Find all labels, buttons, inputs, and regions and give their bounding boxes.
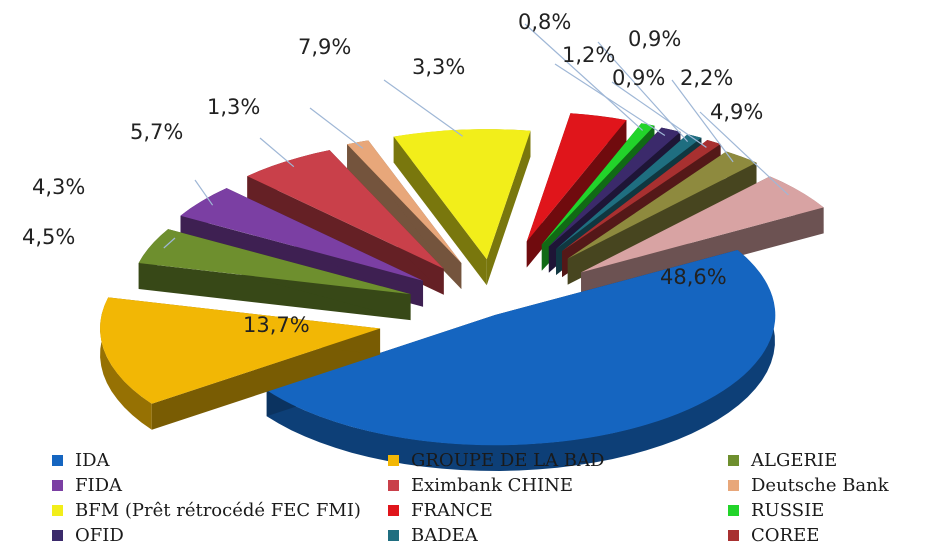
percentage-labels: 48,6% 13,7% 4,5% 4,3% 5,7% 1,3% 7,9% 3,3% 0,8% 1,… bbox=[22, 10, 763, 337]
leader-line bbox=[611, 81, 707, 148]
legend-swatch bbox=[52, 504, 63, 516]
slice-top bbox=[100, 297, 381, 404]
slice-algerie bbox=[138, 229, 411, 321]
slice-deutsche-bank bbox=[347, 140, 462, 289]
legend-swatch bbox=[388, 504, 399, 516]
legend-item: BFM (Prêt rétrocédé FEC FMI) bbox=[52, 498, 361, 522]
slice-bfm-pr-t-r-troc-d-fec-fmi- bbox=[393, 129, 531, 286]
percentage-label: 0,9% bbox=[628, 27, 681, 51]
legend-item: RUSSIE bbox=[728, 498, 824, 522]
slice-wall bbox=[393, 136, 487, 286]
legend-swatch bbox=[388, 529, 399, 541]
legend-item: GROUPE DE LA BAD bbox=[388, 448, 604, 472]
slice-top bbox=[556, 134, 702, 249]
percentage-label: 0,8% bbox=[518, 10, 571, 34]
slice-top bbox=[138, 229, 411, 295]
legend-swatch bbox=[728, 479, 739, 491]
legend-item: IDA bbox=[52, 448, 110, 472]
legend-item: OFID bbox=[52, 523, 124, 547]
percentage-label: 4,5% bbox=[22, 225, 75, 249]
legend-label: IDA bbox=[75, 449, 110, 471]
leader-line bbox=[671, 79, 734, 163]
percentage-label: 2,2% bbox=[680, 66, 733, 90]
slice-wall bbox=[347, 144, 462, 289]
slice-top bbox=[567, 151, 757, 259]
slice-wall bbox=[151, 328, 381, 430]
legend-swatch bbox=[52, 454, 63, 466]
slice-side bbox=[100, 297, 152, 430]
legend-swatch bbox=[52, 529, 63, 541]
leader-line bbox=[597, 41, 689, 143]
legend-item: Deutsche Bank bbox=[728, 473, 889, 497]
leader-line bbox=[699, 111, 789, 196]
leader-line bbox=[309, 107, 364, 149]
leader-line bbox=[524, 23, 644, 131]
legend-swatch bbox=[728, 504, 739, 516]
pie-slices bbox=[100, 113, 824, 471]
slice-top bbox=[180, 188, 424, 281]
legend-label: OFID bbox=[75, 524, 124, 546]
legend-swatch bbox=[388, 454, 399, 466]
slice-eximbank-chine bbox=[247, 150, 444, 295]
slice-top bbox=[266, 250, 776, 446]
legend-swatch bbox=[728, 529, 739, 541]
percentage-label: 4,9% bbox=[710, 100, 763, 124]
percentage-label: 7,9% bbox=[298, 35, 351, 59]
leader-line bbox=[194, 179, 214, 206]
percentage-label: 13,7% bbox=[243, 313, 310, 337]
legend-label: Deutsche Bank bbox=[751, 474, 889, 496]
percentage-label: 48,6% bbox=[660, 265, 727, 289]
legend-item: ALGERIE bbox=[728, 448, 837, 472]
slice-wall bbox=[486, 130, 531, 286]
legend-label: RUSSIE bbox=[751, 499, 825, 521]
legend-label: Eximbank CHINE bbox=[411, 474, 574, 496]
legend-label: BADEA bbox=[411, 524, 478, 546]
slice-groupe-de-la-bad bbox=[100, 297, 381, 430]
legend-swatch bbox=[728, 454, 739, 466]
slice-top bbox=[393, 129, 531, 260]
percentage-label: 1,3% bbox=[207, 95, 260, 119]
slice-wall bbox=[567, 162, 757, 285]
legend-item: FIDA bbox=[52, 473, 122, 497]
slice-top bbox=[548, 127, 681, 247]
legend-swatch bbox=[388, 479, 399, 491]
label-leader-lines bbox=[163, 23, 789, 249]
slice-wall bbox=[526, 120, 627, 268]
legend-item: COREE bbox=[728, 523, 819, 547]
slice-unlabeled-12 bbox=[567, 151, 757, 285]
slice-unlabeled-13 bbox=[581, 176, 824, 299]
legend-label: ALGERIE bbox=[751, 449, 838, 471]
leader-line bbox=[259, 137, 295, 168]
legend-label: GROUPE DE LA BAD bbox=[411, 449, 605, 471]
legend-label: FIDA bbox=[75, 474, 123, 496]
slice-top bbox=[562, 140, 721, 252]
legend-label: BFM (Prêt rétrocédé FEC FMI) bbox=[75, 499, 361, 521]
percentage-label: 1,2% bbox=[562, 43, 615, 67]
legend-swatch bbox=[52, 479, 63, 491]
leader-line bbox=[163, 237, 176, 249]
slice-top bbox=[247, 150, 444, 269]
slice-ida bbox=[266, 250, 776, 471]
percentage-label: 5,7% bbox=[130, 120, 183, 144]
slice-wall bbox=[581, 207, 824, 299]
slice-top bbox=[541, 123, 655, 245]
legend-item: FRANCE bbox=[388, 498, 493, 522]
percentage-label: 3,3% bbox=[412, 55, 465, 79]
legend: IDA GROUPE DE LA BAD ALGERIE FIDA Eximbank C… bbox=[0, 446, 928, 551]
slice-france bbox=[526, 113, 627, 268]
percentage-label: 0,9% bbox=[612, 66, 665, 90]
leader-line bbox=[383, 79, 463, 137]
legend-label: FRANCE bbox=[411, 499, 493, 521]
leader-line bbox=[554, 63, 666, 137]
slice-wall bbox=[138, 263, 411, 321]
slice-top bbox=[526, 113, 627, 242]
legend-item: Eximbank CHINE bbox=[388, 473, 573, 497]
slice-wall bbox=[247, 176, 444, 295]
legend-item: BADEA bbox=[388, 523, 478, 547]
slice-top bbox=[347, 140, 462, 263]
legend-label: COREE bbox=[751, 524, 820, 546]
percentage-label: 4,3% bbox=[32, 175, 85, 199]
slice-top bbox=[581, 176, 824, 273]
